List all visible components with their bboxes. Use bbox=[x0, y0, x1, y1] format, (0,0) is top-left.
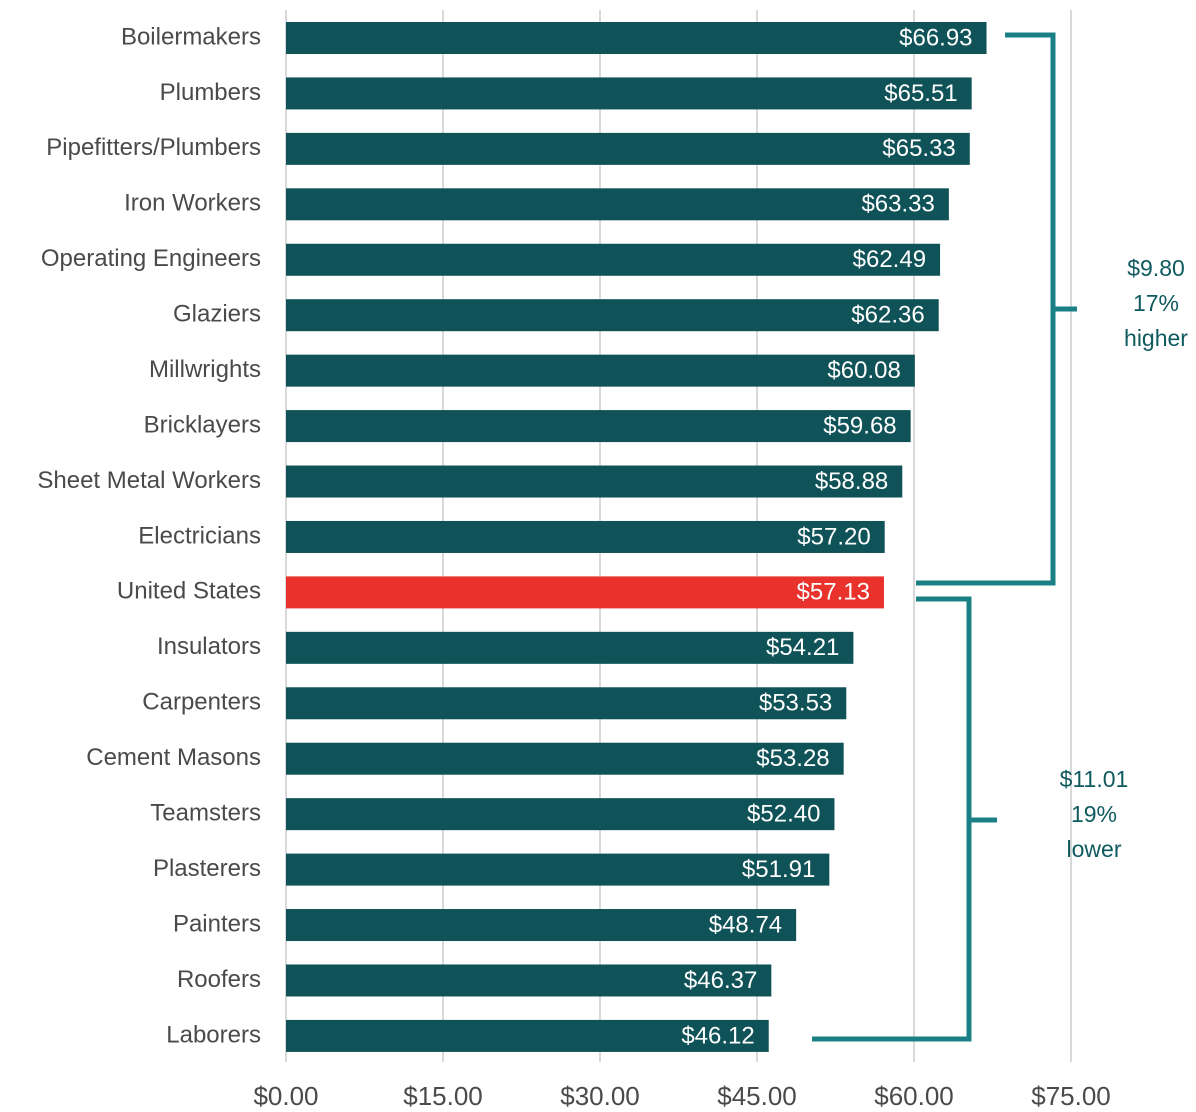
annotation: 19% bbox=[1071, 801, 1117, 827]
value-label: $57.20 bbox=[797, 523, 870, 550]
category-label: Plasterers bbox=[153, 855, 261, 882]
bar bbox=[286, 243, 941, 276]
lower-bracket bbox=[812, 596, 972, 1042]
value-label: $53.28 bbox=[756, 745, 829, 772]
category-label: Bricklayers bbox=[144, 411, 261, 438]
value-label: $52.40 bbox=[747, 801, 820, 828]
x-tick-label: $0.00 bbox=[253, 1081, 318, 1111]
category-label: Roofers bbox=[177, 966, 261, 993]
annotation: higher bbox=[1124, 325, 1188, 351]
x-tick-label: $75.00 bbox=[1031, 1081, 1111, 1111]
value-label: $66.93 bbox=[899, 24, 972, 51]
value-label: $63.33 bbox=[861, 191, 934, 218]
category-label: Teamsters bbox=[150, 800, 261, 827]
annotation: lower bbox=[1067, 836, 1122, 862]
value-label: $59.68 bbox=[823, 412, 896, 439]
category-label: Painters bbox=[173, 910, 261, 937]
category-label: Operating Engineers bbox=[41, 245, 261, 272]
value-label: $62.36 bbox=[851, 302, 924, 329]
category-label: Insulators bbox=[157, 633, 261, 660]
bar bbox=[286, 909, 797, 942]
bar bbox=[286, 964, 772, 997]
value-label: $60.08 bbox=[827, 357, 900, 384]
bar bbox=[286, 631, 854, 664]
value-label: $58.88 bbox=[815, 468, 888, 495]
value-label: $46.37 bbox=[684, 967, 757, 994]
x-tick-label: $30.00 bbox=[560, 1081, 640, 1111]
x-tick-label: $15.00 bbox=[403, 1081, 483, 1111]
value-label: $48.74 bbox=[709, 911, 782, 938]
bar bbox=[286, 354, 915, 387]
bar bbox=[286, 22, 987, 54]
category-label: Glaziers bbox=[173, 301, 261, 328]
bar bbox=[286, 188, 949, 221]
bar bbox=[286, 520, 885, 553]
category-label: Cement Masons bbox=[86, 744, 261, 771]
category-label: Laborers bbox=[166, 1021, 261, 1048]
category-label: Plumbers bbox=[160, 79, 261, 106]
bar bbox=[286, 853, 830, 886]
bar bbox=[286, 465, 903, 498]
value-label: $51.91 bbox=[742, 856, 815, 883]
bar bbox=[286, 132, 970, 165]
category-label: Carpenters bbox=[142, 689, 261, 716]
annotation: $9.80 bbox=[1127, 255, 1185, 281]
x-tick-label: $60.00 bbox=[874, 1081, 954, 1111]
category-label: Sheet Metal Workers bbox=[37, 467, 261, 494]
value-label: $65.33 bbox=[882, 135, 955, 162]
bar bbox=[286, 576, 884, 609]
bar bbox=[286, 742, 844, 775]
category-label: Electricians bbox=[138, 522, 261, 549]
category-label: Pipefitters/Plumbers bbox=[46, 134, 261, 161]
bar bbox=[286, 77, 972, 110]
category-label: Iron Workers bbox=[124, 190, 261, 217]
bar bbox=[286, 798, 835, 831]
x-tick-label: $45.00 bbox=[717, 1081, 797, 1111]
bar bbox=[286, 687, 847, 720]
bar bbox=[286, 299, 939, 332]
bar bbox=[286, 410, 911, 443]
category-label: United States bbox=[117, 578, 261, 605]
value-label: $46.12 bbox=[681, 1022, 754, 1049]
value-label: $62.49 bbox=[853, 246, 926, 273]
value-label: $53.53 bbox=[759, 690, 832, 717]
bar bbox=[286, 1019, 769, 1052]
annotation: 17% bbox=[1133, 290, 1179, 316]
value-label: $65.51 bbox=[884, 80, 957, 107]
annotation: $11.01 bbox=[1060, 766, 1129, 792]
category-label: Millwrights bbox=[149, 356, 261, 383]
value-label: $54.21 bbox=[766, 634, 839, 661]
value-label: $57.13 bbox=[797, 579, 870, 606]
brackets bbox=[812, 32, 1077, 1042]
bars: $0.00 $15.00 $30.00 $45.00 $60.00 $75.00 Boile… bbox=[37, 22, 1188, 1111]
category-label: Boilermakers bbox=[121, 23, 261, 50]
